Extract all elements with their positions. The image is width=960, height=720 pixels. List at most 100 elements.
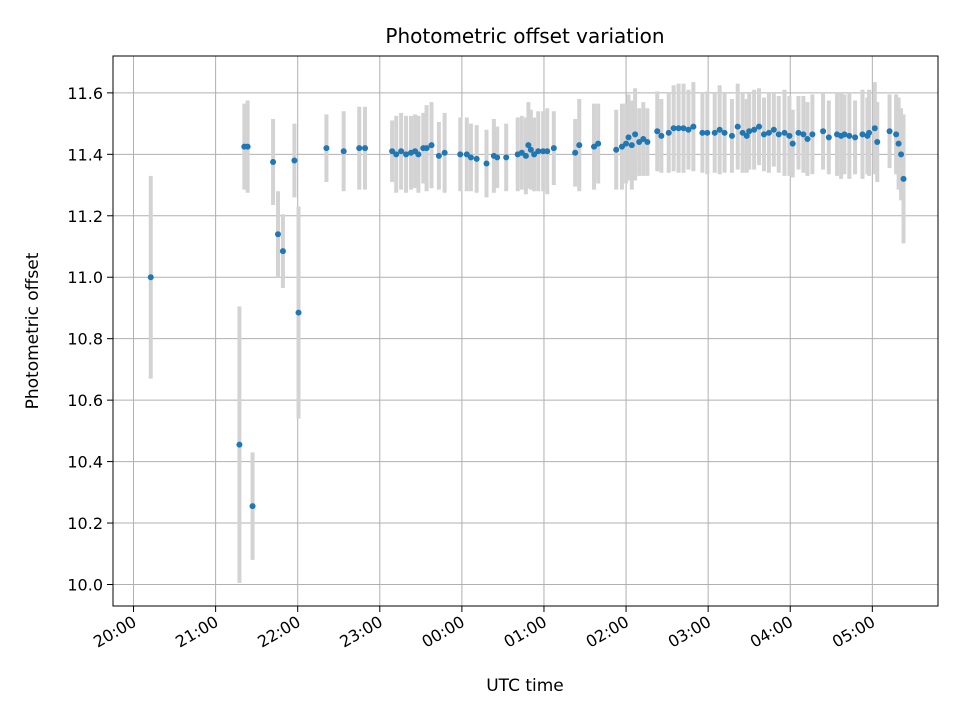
data-point	[572, 149, 579, 156]
data-point	[900, 175, 907, 182]
data-point	[403, 151, 410, 158]
data-point	[734, 123, 741, 130]
data-point	[895, 140, 902, 147]
data-point	[704, 129, 711, 136]
y-tick-label: 10.8	[67, 330, 103, 349]
data-point	[800, 131, 807, 138]
y-axis-ticks: 10.0 10.2 10.4 10.6 10.8 11.0 11.2 11.4 11.6	[67, 84, 113, 594]
data-point	[841, 131, 848, 138]
data-point	[781, 129, 788, 136]
data-point	[291, 157, 298, 164]
data-point	[428, 142, 435, 149]
data-point	[550, 145, 557, 152]
data-point	[494, 154, 501, 161]
data-point	[699, 129, 706, 136]
data-point	[467, 154, 474, 161]
data-points	[147, 123, 907, 510]
data-point	[435, 152, 442, 159]
data-point	[544, 148, 551, 155]
data-point	[636, 139, 643, 146]
data-point	[874, 139, 881, 146]
data-point	[786, 132, 793, 139]
data-point	[623, 140, 630, 147]
data-point	[398, 148, 405, 155]
data-point	[665, 129, 672, 136]
data-point	[859, 131, 866, 138]
data-point	[675, 125, 682, 132]
data-point	[716, 126, 723, 133]
data-point	[275, 231, 281, 238]
data-point	[356, 145, 363, 152]
data-point	[820, 128, 827, 135]
data-point	[389, 148, 396, 155]
data-point	[393, 151, 400, 158]
data-point	[846, 132, 853, 139]
data-point	[866, 129, 873, 136]
data-point	[415, 151, 422, 158]
data-point	[871, 125, 878, 132]
data-point	[522, 152, 529, 159]
data-point	[591, 143, 598, 150]
data-point	[852, 134, 859, 141]
data-point	[473, 155, 480, 162]
y-tick-label: 10.4	[67, 453, 103, 472]
data-point	[680, 125, 687, 132]
data-point	[640, 135, 647, 142]
data-point	[632, 131, 639, 138]
y-tick-label: 10.6	[67, 391, 103, 410]
data-point	[739, 129, 746, 136]
data-point	[340, 148, 347, 155]
data-point	[147, 274, 154, 281]
data-point	[463, 151, 470, 158]
y-axis-title: Photometric offset	[23, 252, 43, 409]
data-point	[670, 125, 677, 132]
data-point	[789, 140, 796, 147]
data-point	[775, 131, 782, 138]
data-point	[323, 145, 330, 152]
data-point	[244, 143, 251, 150]
data-point	[279, 248, 286, 255]
data-point	[270, 159, 277, 166]
data-point	[576, 142, 583, 149]
data-point	[457, 151, 464, 158]
data-point	[531, 151, 538, 158]
y-tick-label: 10.0	[67, 575, 103, 594]
data-point	[527, 146, 534, 153]
data-point	[503, 154, 510, 161]
data-point	[525, 142, 532, 149]
y-tick-label: 11.0	[67, 268, 103, 287]
data-point	[628, 142, 635, 149]
data-point	[644, 139, 651, 146]
data-point	[654, 128, 661, 135]
data-point	[804, 135, 811, 142]
data-point	[441, 149, 448, 156]
y-tick-label: 10.2	[67, 514, 103, 533]
plot-area-frame	[112, 55, 939, 607]
data-point	[249, 503, 256, 510]
data-point	[770, 126, 777, 133]
data-point	[540, 148, 547, 155]
data-point	[595, 140, 602, 147]
data-point	[690, 123, 697, 130]
data-point	[625, 134, 632, 141]
data-point	[721, 129, 728, 136]
data-point	[760, 131, 767, 138]
y-tick-label: 11.6	[67, 84, 103, 103]
data-point	[685, 126, 692, 133]
data-point	[423, 145, 430, 152]
data-point	[756, 123, 763, 130]
data-point	[765, 129, 772, 136]
data-point	[795, 129, 802, 136]
data-point	[743, 132, 750, 139]
data-point	[893, 131, 900, 138]
data-point	[618, 143, 625, 150]
data-point	[886, 128, 893, 135]
data-point	[728, 132, 735, 139]
data-point	[825, 134, 832, 141]
data-point	[236, 441, 243, 448]
data-point	[751, 126, 758, 133]
y-tick-label: 11.4	[67, 145, 103, 164]
data-point	[518, 149, 525, 156]
